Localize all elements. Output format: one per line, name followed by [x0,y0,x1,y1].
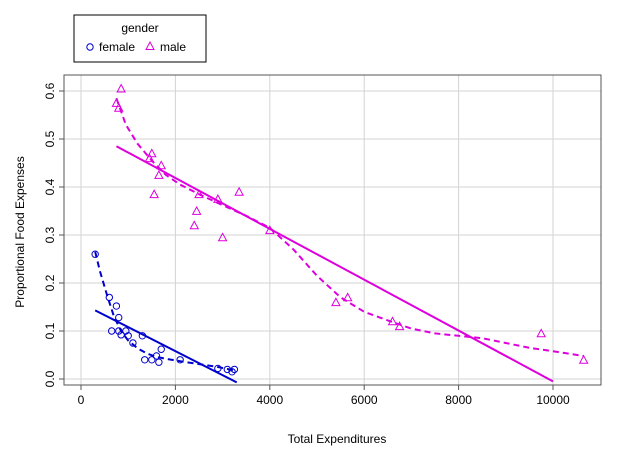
female-point [115,313,123,322]
male-point [113,102,124,112]
male-point [342,292,353,302]
female-point [176,356,184,364]
male-point [194,189,204,199]
y-axis-label: Proportional Food Expenses [13,156,27,307]
female-linear-fit-line [94,309,238,384]
male-point [578,354,589,364]
x-tick-label: 6000 [351,393,378,407]
legend-male-label: male [160,40,186,54]
x-tick-label: 2000 [162,393,189,407]
female-point [228,368,236,376]
data-points [91,83,589,376]
y-tick-label: 0.5 [43,130,57,147]
male-point [191,205,202,215]
female-smooth-curve [94,251,235,372]
legend-female-marker [86,43,94,51]
female-point [117,331,125,339]
female-point [152,352,161,360]
legend-title: gender [121,21,158,35]
male-point [394,321,405,331]
x-tick-label: 8000 [445,393,472,407]
female-point [124,332,132,340]
y-tick-label: 0.2 [43,274,57,291]
male-point [213,193,223,203]
male-point [536,328,547,338]
male-point [146,148,157,158]
male-point [387,316,398,326]
male-point [149,189,159,199]
male-linear-fit-line [115,145,554,383]
female-point [112,302,121,310]
male-point [111,97,122,107]
plot-border [63,74,602,386]
male-point [217,232,228,242]
male-point [144,153,155,163]
fit-lines [94,97,584,384]
female-point [115,327,123,335]
male-point [156,160,167,170]
female-point [91,250,99,258]
x-axis: 0 2000 4000 6000 8000 10000 [78,385,570,407]
y-axis: 0.0 0.1 0.2 0.3 0.4 0.5 0.6 [43,82,64,387]
legend-female-label: female [99,40,135,54]
male-point [264,225,275,235]
female-point [214,364,222,373]
y-tick-label: 0.1 [43,322,57,339]
male-point [154,169,164,179]
female-point [141,356,149,364]
female-point [105,293,114,302]
male-smooth-curve [115,97,584,357]
female-point [138,332,147,340]
male-point [116,83,126,93]
female-point [129,339,137,347]
x-axis-label: Total Expenditures [288,432,387,446]
female-point [148,356,156,364]
x-tick-label: 10000 [536,393,570,407]
female-point [155,358,163,366]
male-point [234,186,244,196]
male-point [331,297,341,307]
female-point [157,345,165,353]
legend-box [73,14,207,63]
legend-male-marker [145,40,155,50]
x-tick-label: 4000 [256,393,283,407]
female-point [230,365,239,374]
y-tick-label: 0.3 [43,226,57,243]
y-tick-label: 0.6 [43,82,57,99]
legend: gender female male [73,14,207,63]
x-tick-label: 0 [78,393,85,407]
male-point [189,220,200,230]
y-tick-label: 0.0 [43,370,57,387]
grid [64,75,601,385]
y-tick-label: 0.4 [43,178,57,195]
female-point [107,327,116,335]
